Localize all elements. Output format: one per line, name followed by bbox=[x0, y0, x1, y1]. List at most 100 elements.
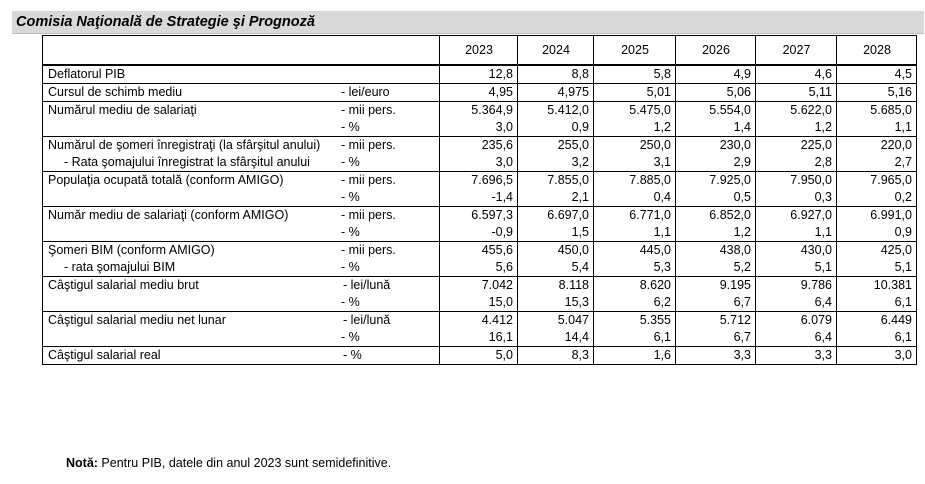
cell-value: 9.195 bbox=[719, 278, 751, 292]
value-cell: 7.925,0 0,5 bbox=[675, 171, 756, 207]
row-label: Câştigul salarial mediu net lunar bbox=[48, 313, 226, 327]
header-row: 2023 2024 2025 2026 2027 2028 bbox=[42, 35, 917, 66]
cell-value: 6.852,0 bbox=[709, 208, 751, 222]
cell-value: 250,0 bbox=[639, 138, 671, 152]
value-cell: 7.950,0 0,3 bbox=[755, 171, 837, 207]
value-cell: 6.991,0 0,9 bbox=[836, 206, 917, 242]
value-cell: 6.697,0 1,5 bbox=[517, 206, 594, 242]
cell-value: 7.042 bbox=[481, 278, 513, 292]
row-sub-unit: - % bbox=[341, 260, 360, 274]
cell-value: 7.696,5 bbox=[471, 173, 513, 187]
cell-value: 12,8 bbox=[488, 67, 513, 81]
cell-percent: 3,1 bbox=[653, 155, 671, 169]
cell-value: 5.364,9 bbox=[471, 103, 513, 117]
value-cell: 4,9 bbox=[675, 64, 756, 84]
cell-value: 5.412,0 bbox=[547, 103, 589, 117]
table-row: Cursul de schimb mediu - lei/euro 4,95 4,97… bbox=[42, 83, 917, 102]
row-label-cell: Numărul de şomeri înregistraţi (la sfârş… bbox=[42, 136, 440, 172]
row-label-cell: Număr mediu de salariaţi (conform AMIGO)… bbox=[42, 206, 440, 242]
cell-percent: 6,1 bbox=[894, 295, 912, 309]
cell-value: 4,975 bbox=[557, 85, 589, 99]
value-cell: 7.885,0 0,4 bbox=[593, 171, 676, 207]
value-cell: 7.696,5 -1,4 bbox=[439, 171, 518, 207]
cell-percent: 2,1 bbox=[571, 190, 589, 204]
cell-percent: 2,8 bbox=[814, 155, 832, 169]
row-sub-unit: - % bbox=[341, 155, 360, 169]
cell-value: 455,6 bbox=[481, 243, 513, 257]
cell-value: 6.697,0 bbox=[547, 208, 589, 222]
cell-value: 1,6 bbox=[653, 348, 671, 362]
row-label: Câştigul salarial mediu brut bbox=[48, 278, 199, 292]
row-label: Populaţia ocupată totală (conform AMIGO) bbox=[48, 173, 284, 187]
cell-percent: 1,1 bbox=[894, 120, 912, 134]
value-cell: 450,0 5,4 bbox=[517, 241, 594, 277]
row-label-cell: Numărul mediu de salariaţi - mii pers. - % bbox=[42, 101, 440, 137]
value-cell: 4,975 bbox=[517, 83, 594, 102]
row-label: Deflatorul PIB bbox=[48, 67, 126, 81]
cell-value: 4,6 bbox=[814, 67, 832, 81]
row-unit: - mii pers. bbox=[341, 138, 396, 152]
cell-value: 230,0 bbox=[719, 138, 751, 152]
value-cell: 5.475,0 1,2 bbox=[593, 101, 676, 137]
value-cell: 425,0 5,1 bbox=[836, 241, 917, 277]
cell-percent: 5,1 bbox=[894, 260, 912, 274]
cell-percent: 6,4 bbox=[814, 295, 832, 309]
value-cell: 9.195 6,7 bbox=[675, 276, 756, 312]
header-empty-cell bbox=[42, 35, 440, 66]
cell-value: 5.712 bbox=[719, 313, 751, 327]
row-unit: - lei/euro bbox=[341, 85, 390, 99]
cell-value: 438,0 bbox=[719, 243, 751, 257]
table-row: Numărul de şomeri înregistraţi (la sfârş… bbox=[42, 136, 917, 172]
cell-value: 255,0 bbox=[557, 138, 589, 152]
cell-value: 4.412 bbox=[481, 313, 513, 327]
cell-value: 3,0 bbox=[894, 348, 912, 362]
row-unit: - mii pers. bbox=[341, 173, 396, 187]
cell-percent: 3,2 bbox=[571, 155, 589, 169]
cell-value: 6.597,3 bbox=[471, 208, 513, 222]
row-sub-label bbox=[48, 224, 434, 241]
value-cell: 255,0 3,2 bbox=[517, 136, 594, 172]
row-label-cell: Deflatorul PIB bbox=[42, 64, 440, 84]
row-unit: - % bbox=[343, 348, 362, 362]
value-cell: 4,6 bbox=[755, 64, 837, 84]
cell-value: 5.475,0 bbox=[629, 103, 671, 117]
cell-percent: 14,4 bbox=[564, 330, 589, 344]
row-sub-label bbox=[48, 189, 434, 206]
cell-percent: 6,4 bbox=[814, 330, 832, 344]
row-label-cell: Câştigul salarial mediu brut - lei/lună - … bbox=[42, 276, 440, 312]
cell-percent: 2,7 bbox=[894, 155, 912, 169]
value-cell: 5.412,0 0,9 bbox=[517, 101, 594, 137]
value-cell: 6.852,0 1,2 bbox=[675, 206, 756, 242]
cell-percent: 15,3 bbox=[564, 295, 589, 309]
value-cell: 7.965,0 0,2 bbox=[836, 171, 917, 207]
row-label-cell: Şomeri BIM (conform AMIGO) - mii pers. - r… bbox=[42, 241, 440, 277]
value-cell: 4,95 bbox=[439, 83, 518, 102]
cell-value: 8,3 bbox=[571, 348, 589, 362]
cell-value: 5.622,0 bbox=[790, 103, 832, 117]
cell-value: 4,5 bbox=[894, 67, 912, 81]
cell-percent: 0,4 bbox=[653, 190, 671, 204]
value-cell: 235,6 3,0 bbox=[439, 136, 518, 172]
value-cell: 225,0 2,8 bbox=[755, 136, 837, 172]
cell-value: 10.381 bbox=[873, 278, 912, 292]
row-label-cell: Câştigul salarial real - % bbox=[42, 346, 440, 365]
row-sub-unit: - % bbox=[341, 295, 360, 309]
cell-percent: 6,1 bbox=[653, 330, 671, 344]
cell-percent: 3,0 bbox=[495, 120, 513, 134]
cell-percent: 0,2 bbox=[894, 190, 912, 204]
row-sub-label: - Rata şomajului înregistrat la sfârşitu… bbox=[64, 155, 310, 169]
cell-percent: 6,7 bbox=[733, 330, 751, 344]
table-row: Şomeri BIM (conform AMIGO) - mii pers. - r… bbox=[42, 241, 917, 277]
row-sub-unit: - % bbox=[341, 190, 360, 204]
value-cell: 3,3 bbox=[675, 346, 756, 365]
cell-percent: 3,0 bbox=[495, 155, 513, 169]
value-cell: 5.355 6,1 bbox=[593, 311, 676, 347]
cell-value: 4,9 bbox=[733, 67, 751, 81]
value-cell: 9.786 6,4 bbox=[755, 276, 837, 312]
cell-value: 6.991,0 bbox=[870, 208, 912, 222]
value-cell: 1,6 bbox=[593, 346, 676, 365]
cell-percent: 6,7 bbox=[733, 295, 751, 309]
cell-percent: 0,9 bbox=[894, 225, 912, 239]
cell-value: 6.079 bbox=[800, 313, 832, 327]
cell-percent: 1,4 bbox=[733, 120, 751, 134]
